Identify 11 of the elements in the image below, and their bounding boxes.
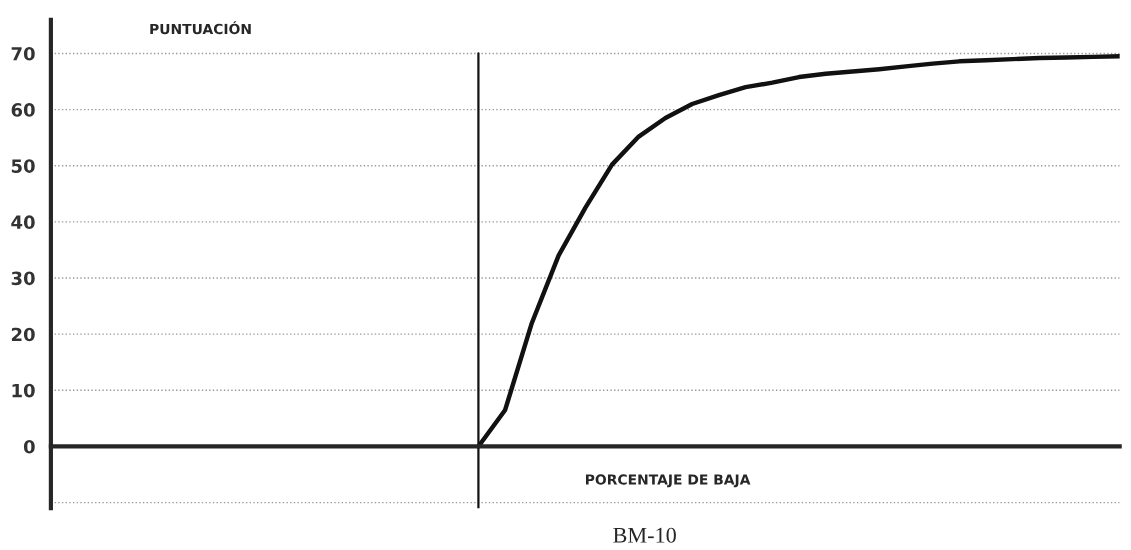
y-tick-label: 0 [23, 439, 35, 454]
text: BM-10 [613, 527, 676, 543]
y-tick-label: 40 [11, 215, 35, 230]
y-tick-label: 60 [11, 103, 35, 117]
y-tick-label: 70 [11, 46, 35, 61]
y-tick-label: 20 [11, 327, 35, 342]
y-tick-label: 50 [11, 159, 35, 173]
y-tick-label: 10 [12, 383, 35, 398]
y-axis-title: PUNTUACIÓN [150, 21, 251, 35]
x-axis-title: PORCENTAJE DE BAJA [586, 474, 751, 488]
y-tick-label: 30 [11, 271, 35, 286]
